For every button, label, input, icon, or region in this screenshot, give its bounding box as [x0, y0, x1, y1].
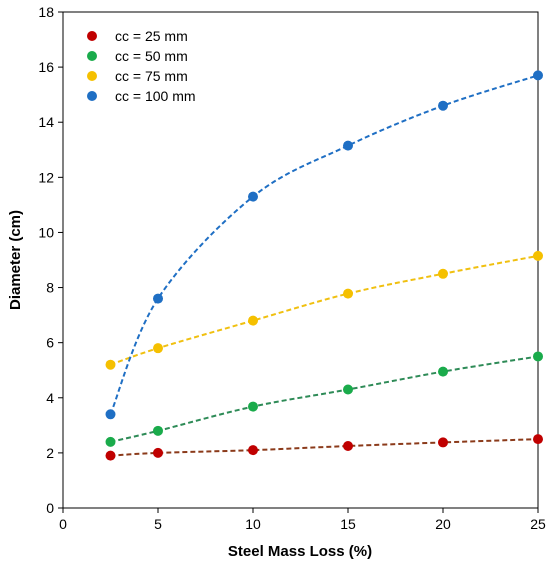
- data-point: [438, 366, 448, 377]
- y-tick-label: 16: [38, 59, 54, 75]
- data-point: [248, 315, 258, 326]
- series-trendline: [110, 254, 539, 366]
- data-point: [438, 437, 448, 448]
- data-point: [105, 436, 116, 447]
- legend: cc = 25 mm cc = 50 mm cc = 75 mm cc = 100 m…: [87, 28, 196, 104]
- data-point: [105, 359, 116, 370]
- data-point: [105, 409, 116, 420]
- data-point: [438, 100, 448, 111]
- series-trendline: [109, 74, 539, 415]
- data-point: [153, 425, 163, 436]
- y-tick-label: 4: [46, 390, 54, 406]
- y-tick-label: 0: [46, 500, 54, 516]
- y-axis-title: Diameter (cm): [7, 210, 24, 310]
- data-point: [105, 450, 116, 461]
- legend-label: cc = 75 mm: [115, 68, 188, 84]
- data-point: [533, 250, 543, 261]
- data-point: [248, 191, 258, 202]
- y-tick-label: 12: [38, 169, 54, 185]
- data-point: [438, 268, 448, 279]
- legend-marker: [87, 31, 97, 41]
- data-point: [153, 447, 163, 458]
- data-point: [343, 288, 353, 299]
- data-point: [153, 293, 163, 304]
- x-tick-label: 5: [154, 516, 162, 532]
- y-tick-label: 6: [46, 335, 54, 351]
- x-axis-title: Steel Mass Loss (%): [228, 543, 372, 560]
- y-tick-label: 18: [38, 4, 54, 20]
- data-point: [248, 445, 258, 456]
- data-points: [105, 70, 543, 461]
- data-point: [153, 343, 163, 354]
- legend-label: cc = 100 mm: [115, 88, 196, 104]
- data-point: [248, 401, 258, 412]
- series-trendline: [110, 438, 539, 457]
- y-axis: 0 2 4 6 8 10 12 14 16 18: [38, 4, 63, 516]
- x-tick-label: 25: [530, 516, 546, 532]
- legend-marker: [87, 71, 97, 81]
- x-tick-label: 10: [245, 516, 261, 532]
- y-tick-label: 2: [46, 445, 54, 461]
- data-point: [533, 70, 543, 81]
- legend-marker: [87, 51, 97, 61]
- series-trendline: [110, 355, 539, 443]
- y-tick-label: 10: [38, 224, 54, 240]
- x-tick-label: 20: [435, 516, 451, 532]
- data-point: [533, 434, 543, 445]
- data-point: [343, 140, 353, 151]
- legend-label: cc = 25 mm: [115, 28, 188, 44]
- x-tick-label: 0: [59, 516, 67, 532]
- y-tick-label: 8: [46, 280, 54, 296]
- x-axis: 0 5 10 15 20 25: [59, 508, 546, 532]
- data-point: [533, 351, 543, 362]
- y-tick-label: 14: [38, 114, 54, 130]
- legend-label: cc = 50 mm: [115, 48, 188, 64]
- plot-area: [62, 11, 539, 509]
- data-point: [343, 441, 353, 451]
- data-point: [343, 384, 353, 395]
- plot-frame: [62, 11, 539, 509]
- x-tick-label: 15: [340, 516, 356, 532]
- trendlines: [109, 74, 539, 457]
- legend-marker: [87, 91, 97, 101]
